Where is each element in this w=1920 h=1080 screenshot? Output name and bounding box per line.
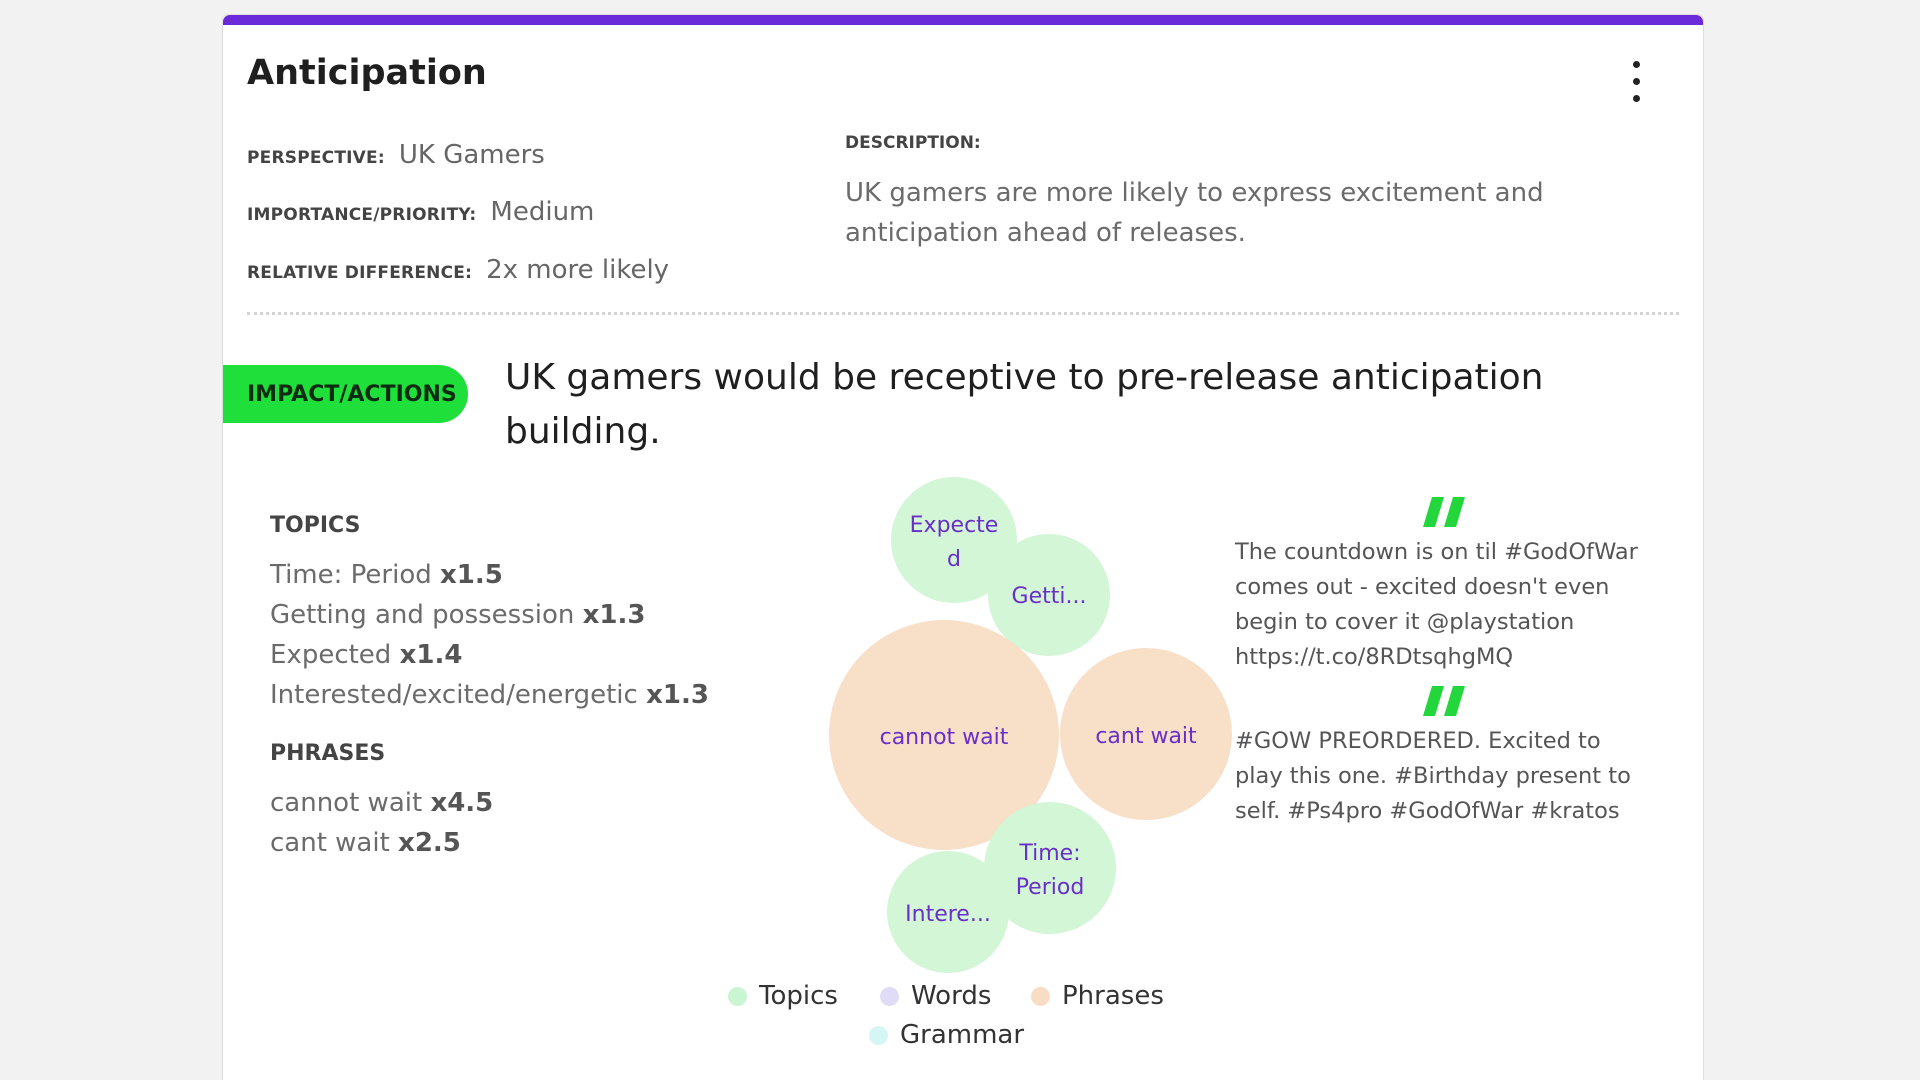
svg-text:Period: Period: [1016, 875, 1085, 900]
perspective-value: UK Gamers: [398, 140, 545, 170]
legend-phrases: Phrases: [1031, 981, 1164, 1011]
phrases-heading: PHRASES: [270, 741, 386, 766]
importance-value: Medium: [490, 197, 595, 227]
topics-heading: TOPICS: [270, 513, 361, 538]
legend-words: Words: [880, 981, 991, 1011]
quote-icon: [1423, 497, 1465, 527]
legend-dot-icon: [1031, 986, 1050, 1006]
svg-text:Expecte: Expecte: [910, 513, 999, 538]
bubble-chart: Expecte d Getti... cannot wait cant wait…: [829, 477, 1232, 973]
svg-text:cannot wait: cannot wait: [880, 725, 1009, 750]
relative-difference-value: 2x more likely: [486, 255, 670, 285]
legend-grammar: Grammar: [869, 1020, 1024, 1050]
svg-text:Getti...: Getti...: [1012, 584, 1087, 609]
bubble-cant-wait[interactable]: cant wait: [1060, 648, 1232, 820]
bubble-interested[interactable]: Intere...: [887, 851, 1009, 973]
phrase-item: cant wait x2.5: [270, 828, 461, 858]
bubble-expected[interactable]: Expecte d: [891, 477, 1017, 603]
topic-item: Interested/excited/energetic x1.3: [270, 680, 709, 710]
relative-difference-row: RELATIVE DIFFERENCE: 2x more likely: [247, 255, 669, 285]
bubble-getting[interactable]: Getti...: [988, 534, 1110, 656]
more-vertical-icon[interactable]: [1621, 61, 1651, 113]
svg-text:cant wait: cant wait: [1095, 724, 1197, 749]
legend-dot-icon: [728, 986, 747, 1006]
perspective-row: PERSPECTIVE: UK Gamers: [247, 140, 545, 170]
topics-list: Time: Period x1.5 Getting and possession…: [270, 555, 709, 715]
quote-icon: [1423, 686, 1465, 716]
impact-text: UK gamers would be receptive to pre-rele…: [505, 357, 1544, 452]
importance-row: IMPORTANCE/PRIORITY: Medium: [247, 197, 594, 227]
topic-item: Time: Period x1.5: [270, 560, 503, 590]
bubble-time-period[interactable]: Time: Period: [984, 802, 1116, 934]
topic-item: Getting and possession x1.3: [270, 600, 646, 630]
legend-dot-icon: [880, 986, 899, 1006]
svg-text:Intere...: Intere...: [905, 902, 991, 927]
legend-topics: Topics: [728, 981, 838, 1011]
description-label: DESCRIPTION:: [845, 133, 981, 153]
bubble-cannot-wait[interactable]: cannot wait: [829, 620, 1059, 850]
card-title: Anticipation: [247, 53, 487, 93]
section-divider: [247, 312, 1679, 315]
quote-text: The countdown is on til #GodOfWar comes …: [1235, 539, 1638, 670]
topic-item: Expected x1.4: [270, 640, 463, 670]
description-text: UK gamers are more likely to express exc…: [845, 178, 1544, 248]
phrases-list: cannot wait x4.5 cant wait x2.5: [270, 783, 493, 863]
relative-difference-label: RELATIVE DIFFERENCE:: [247, 263, 473, 283]
svg-text:Time:: Time:: [1018, 841, 1080, 866]
importance-label: IMPORTANCE/PRIORITY:: [247, 205, 477, 225]
impact-actions-badge: IMPACT/ACTIONS: [223, 365, 468, 423]
card-accent-bar: [223, 15, 1703, 25]
phrase-item: cannot wait x4.5: [270, 788, 494, 818]
quote-text: #GOW PREORDERED. Excited to play this on…: [1235, 728, 1631, 824]
svg-text:d: d: [947, 547, 961, 572]
insight-card: Anticipation PERSPECTIVE: UK Gamers IMPO…: [222, 14, 1704, 1080]
perspective-label: PERSPECTIVE:: [247, 148, 385, 168]
legend-dot-icon: [869, 1025, 888, 1045]
